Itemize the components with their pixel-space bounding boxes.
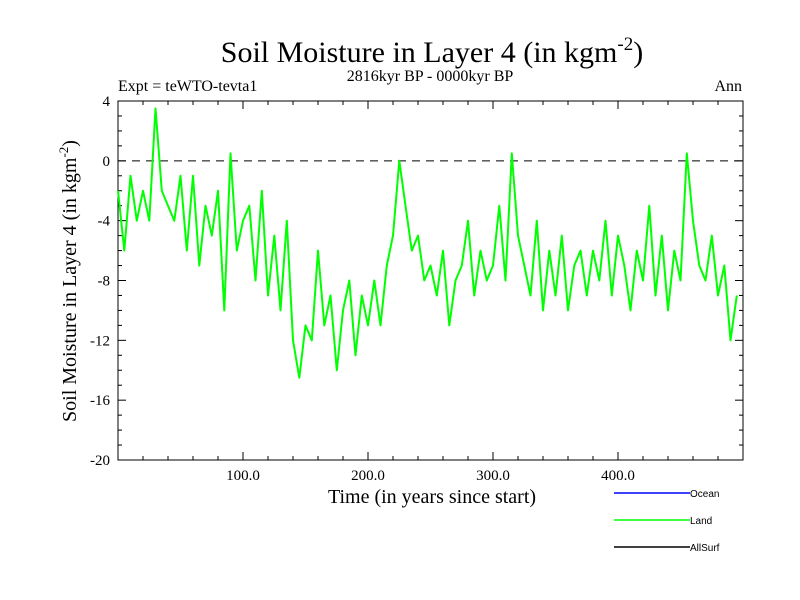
y-tick-label: 4 <box>103 94 111 110</box>
chart-title: Soil Moisture in Layer 4 (in kgm-2) <box>221 34 643 69</box>
y-axis-label: Soil Moisture in Layer 4 (in kgm-2) <box>56 140 81 422</box>
x-tick-label: 200.0 <box>351 468 385 484</box>
experiment-label: Expt = teWTO-tevta1 <box>118 78 257 95</box>
x-tick-labels: 100.0 200.0 300.0 400.0 <box>226 468 635 484</box>
legend-label-allsurf: AllSurf <box>690 543 720 554</box>
legend: Ocean Land AllSurf <box>614 489 720 554</box>
x-tick-label: 400.0 <box>601 468 635 484</box>
y-tick-labels: 4 0 -4 -8 -12 -16 -20 <box>90 94 111 469</box>
x-tick-label: 100.0 <box>226 468 260 484</box>
x-axis-label: Time (in years since start) <box>328 486 536 508</box>
y-tick-label: -8 <box>98 274 111 290</box>
series-line-land <box>117 107 738 379</box>
legend-label-land: Land <box>690 516 712 527</box>
y-tick-label: 0 <box>103 154 111 170</box>
season-label: Ann <box>714 78 742 95</box>
legend-label-ocean: Ocean <box>690 489 719 500</box>
y-tick-label: -4 <box>98 214 111 230</box>
y-tick-label: -20 <box>90 453 110 469</box>
x-tick-label: 300.0 <box>476 468 510 484</box>
y-tick-label: -12 <box>90 333 110 349</box>
axis-ticks <box>118 100 743 461</box>
plot-frame <box>117 100 744 461</box>
y-tick-label: -16 <box>90 393 110 409</box>
chart-subtitle: 2816kyr BP - 0000kyr BP <box>347 68 514 85</box>
